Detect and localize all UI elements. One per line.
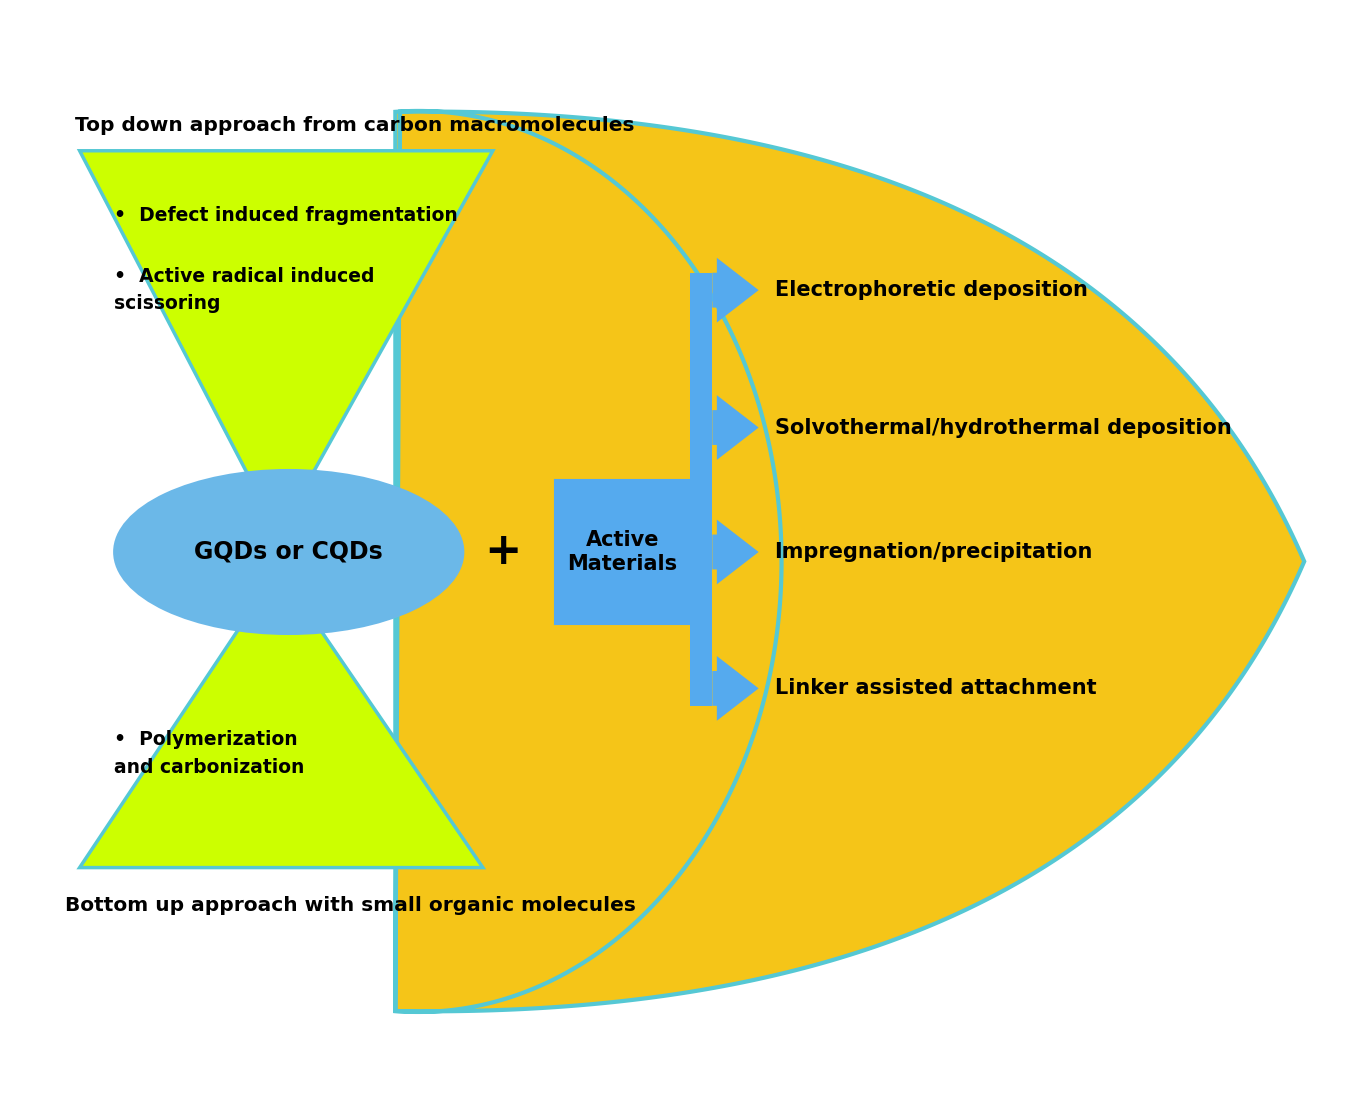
Text: Top down approach from carbon macromolecules: Top down approach from carbon macromolec… [75,116,635,135]
FancyArrow shape [712,258,758,322]
Polygon shape [395,111,1305,1012]
FancyArrow shape [712,656,758,721]
Text: Electrophoretic deposition: Electrophoretic deposition [775,280,1087,300]
Text: Linker assisted attachment: Linker assisted attachment [775,678,1097,698]
Text: •  Polymerization
and carbonization: • Polymerization and carbonization [114,730,304,777]
Text: Active
Materials: Active Materials [567,531,677,574]
Polygon shape [80,151,493,534]
Text: +: + [484,531,522,574]
FancyArrow shape [712,396,758,459]
Ellipse shape [114,470,463,634]
FancyBboxPatch shape [554,480,689,624]
Text: Solvothermal/hydrothermal deposition: Solvothermal/hydrothermal deposition [775,418,1231,437]
Text: •  Active radical induced
scissoring: • Active radical induced scissoring [114,267,375,313]
FancyArrow shape [712,520,758,585]
Text: Bottom up approach with small organic molecules: Bottom up approach with small organic mo… [65,896,636,915]
Text: GQDs or CQDs: GQDs or CQDs [194,540,383,564]
Text: •  Defect induced fragmentation: • Defect induced fragmentation [114,206,458,225]
Polygon shape [80,569,482,867]
Text: Impregnation/precipitation: Impregnation/precipitation [775,542,1093,562]
Bar [690,273,712,706]
